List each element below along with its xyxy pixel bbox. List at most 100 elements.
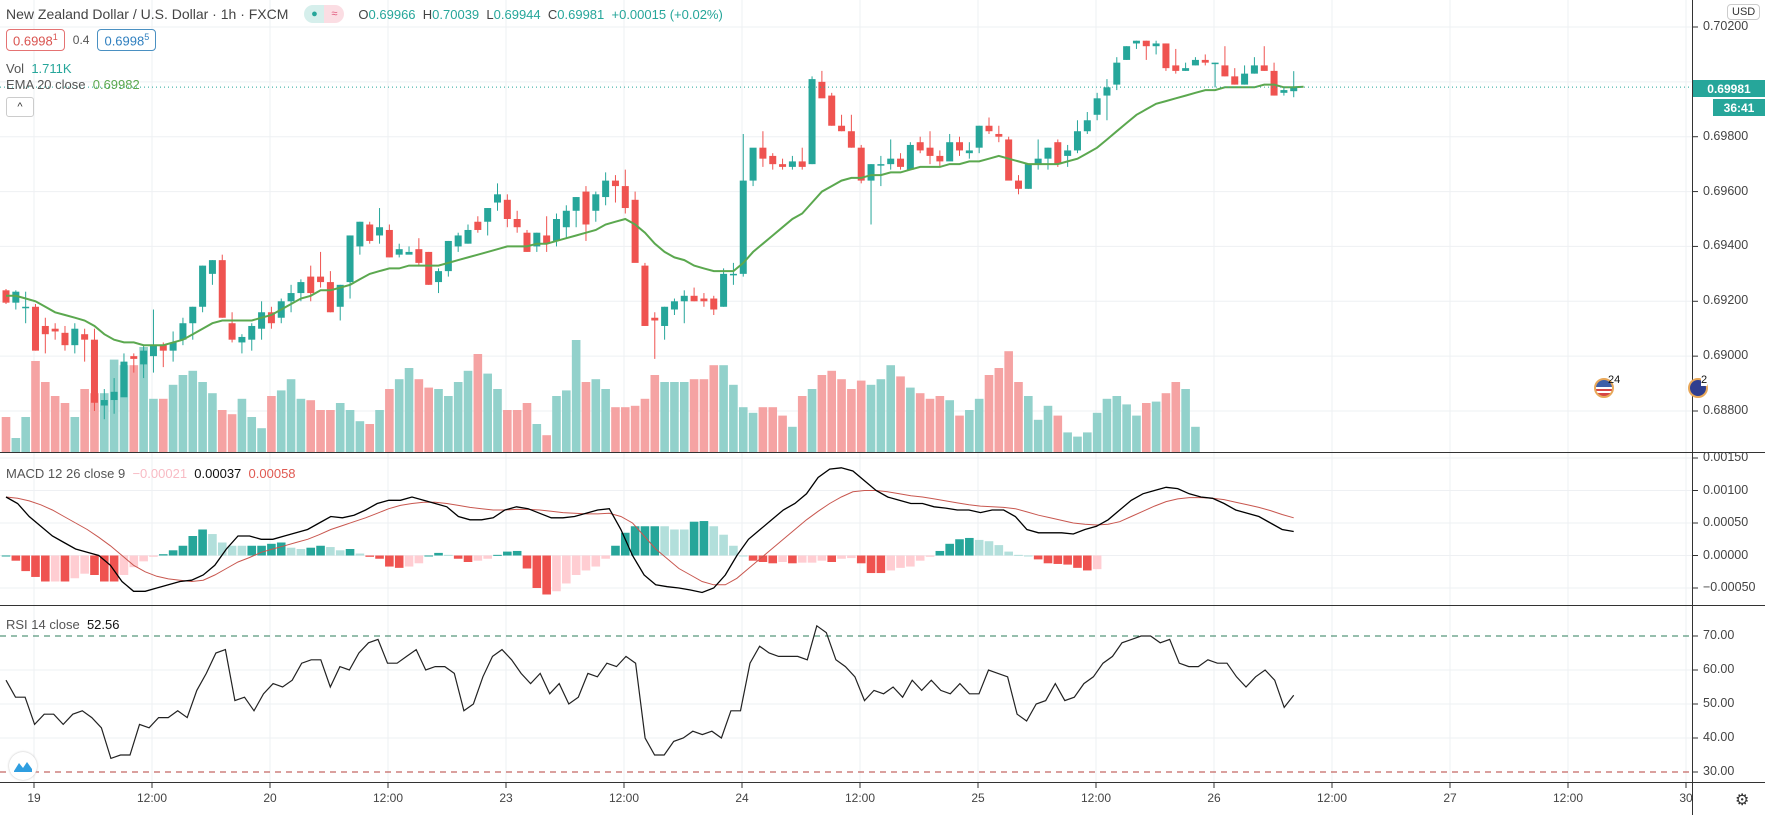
macd-hist-bar [424, 555, 433, 557]
candle-body [788, 161, 796, 167]
time-tick-label: 26 [1207, 791, 1221, 805]
candle-body [454, 235, 462, 247]
candle-body [376, 227, 384, 236]
macd-hist-bar [1043, 555, 1053, 564]
macd-hist-bar [866, 555, 876, 574]
candle-body [1221, 65, 1229, 77]
rsi-label[interactable]: RSI 14 close [6, 617, 80, 632]
candle-body [533, 232, 541, 247]
collapse-legend-button[interactable]: ^ [6, 97, 34, 117]
volume-bar [965, 410, 974, 452]
candle-body [1142, 40, 1150, 47]
candle-body [769, 155, 777, 165]
candle-body [444, 240, 452, 272]
candle-body [1132, 40, 1140, 44]
candle-body [1241, 73, 1249, 85]
sell-button[interactable]: 0.69981 [6, 29, 65, 52]
event-count-nz: 2 [1701, 374, 1708, 386]
macd-hist-bar [709, 526, 719, 556]
last-price-tag: 0.69981 [1693, 80, 1765, 97]
macd-hist-bar [620, 532, 630, 556]
macd-hist-bar [21, 555, 30, 572]
candle-body [1182, 68, 1190, 71]
market-open-dot-icon: ● [304, 5, 325, 23]
ema-legend: EMA 20 close 0.69982 [6, 77, 140, 92]
candle-body [71, 328, 79, 346]
macd-hist-bar [119, 555, 129, 575]
volume-bar [630, 405, 640, 452]
candle-body [759, 147, 767, 159]
volume-bar [660, 382, 669, 452]
volume-bar [1141, 403, 1151, 452]
macd-hist-bar [876, 555, 886, 574]
volume-bar [542, 435, 551, 452]
macd-tick-label: 0.00000 [1703, 547, 1749, 562]
volume-bar [1181, 389, 1190, 452]
candle-body [130, 356, 138, 359]
candle-body [1014, 180, 1022, 189]
macd-hist-bar [581, 555, 591, 571]
volume-bar [178, 375, 188, 452]
candle-body [1201, 59, 1209, 63]
status-indicators[interactable]: ● ≈ [304, 5, 345, 23]
buy-button[interactable]: 0.69985 [97, 29, 157, 52]
volume-bar [70, 417, 80, 452]
volume-bar [385, 389, 394, 452]
macd-hist-bar [70, 555, 80, 579]
candle-body [965, 150, 973, 154]
candle-body [513, 219, 521, 228]
symbol-title[interactable]: New Zealand Dollar / U.S. Dollar · 1h · … [6, 6, 289, 22]
open-value: 0.69966 [368, 6, 416, 22]
macd-hist-bar [60, 555, 70, 582]
currency-button[interactable]: USD [1727, 4, 1761, 20]
volume-bar [925, 398, 935, 452]
volume-bar [640, 398, 650, 452]
candle-body [346, 235, 354, 283]
tradingview-logo-icon[interactable] [9, 752, 37, 780]
volume-bar [719, 365, 728, 452]
candle-body [179, 323, 187, 340]
rsi-tick-label: 60.00 [1703, 662, 1735, 676]
macd-hist-bar [778, 555, 787, 562]
candle-body [818, 81, 826, 99]
us-flag-event-icon[interactable] [1594, 378, 1614, 398]
macd-hist-bar [178, 545, 188, 556]
volume-bar [237, 398, 247, 452]
sell-price-pip: 1 [52, 32, 58, 42]
macd-hist-bar [719, 534, 728, 556]
macd-hist-bar [50, 555, 60, 582]
volume-bar [424, 387, 433, 452]
close-value: 0.69981 [557, 6, 605, 22]
trade-buttons: 0.69981 0.4 0.69985 [6, 29, 157, 52]
time-tick-label: 25 [971, 791, 985, 805]
candle-body [828, 95, 836, 126]
candle-body [464, 229, 472, 244]
gear-icon[interactable]: ⚙ [1735, 792, 1750, 809]
volume-bar [1132, 415, 1141, 452]
macd-hist-bar [758, 555, 768, 562]
volume-bar [1004, 351, 1013, 452]
macd-hist-bar [158, 554, 168, 556]
volume-bar [522, 403, 532, 452]
candle-body [189, 306, 197, 324]
candle-body [572, 197, 580, 211]
volume-bar [11, 438, 21, 452]
volume-bar [267, 396, 276, 452]
candle-body [631, 199, 639, 263]
volume-label[interactable]: Vol [6, 61, 25, 76]
candle-body [1250, 65, 1258, 74]
candle-body [297, 282, 305, 294]
candle-body [1044, 147, 1052, 159]
candle-body [218, 260, 226, 318]
volume-bar [670, 382, 679, 452]
time-tick-label: 12:00 [136, 791, 168, 805]
candle-body [149, 345, 157, 357]
volume-bar [404, 368, 414, 452]
macd-label[interactable]: MACD 12 26 close 9 [6, 466, 126, 481]
candlesticks [2, 40, 1298, 420]
volume-bar [257, 428, 266, 452]
ema-label[interactable]: EMA 20 close [6, 77, 86, 92]
time-tick-label: 30 [1679, 791, 1693, 805]
candle-body [582, 191, 590, 225]
